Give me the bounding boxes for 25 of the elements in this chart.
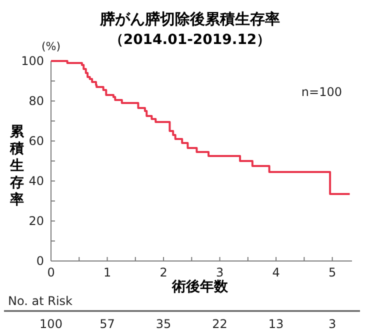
annotation: n=100 [301, 85, 342, 99]
y-tick-label: 80 [28, 94, 44, 108]
text: 57 [100, 317, 115, 331]
y-tick-label: 60 [28, 134, 44, 148]
x-tick-label: 0 [47, 266, 55, 280]
y-tick-label: 0 [36, 254, 44, 268]
text: 100 [40, 317, 62, 331]
x-tick-label: 3 [216, 266, 224, 280]
x-tick-label: 4 [272, 266, 280, 280]
chart-subtitle: （2014.01-2019.12） [109, 32, 271, 48]
text: 13 [268, 317, 284, 331]
x-tick-label: 5 [328, 266, 336, 280]
y-axis-title: 累積生存率 [9, 124, 25, 208]
text: 35 [156, 317, 172, 331]
text: 22 [212, 317, 228, 331]
y-tick-label: 20 [28, 214, 44, 228]
text: 3 [328, 317, 336, 331]
text: (%) [41, 40, 61, 53]
y-tick-label: 100 [21, 54, 44, 68]
y-tick-label: 40 [28, 174, 44, 188]
x-tick-label: 1 [103, 266, 112, 280]
chart-title: 膵がん膵切除後累積生存率 [99, 10, 280, 28]
x-axis-title: 術後年数 [171, 279, 229, 295]
x-tick-label: 2 [160, 266, 168, 280]
text: No. at Risk [8, 294, 73, 308]
